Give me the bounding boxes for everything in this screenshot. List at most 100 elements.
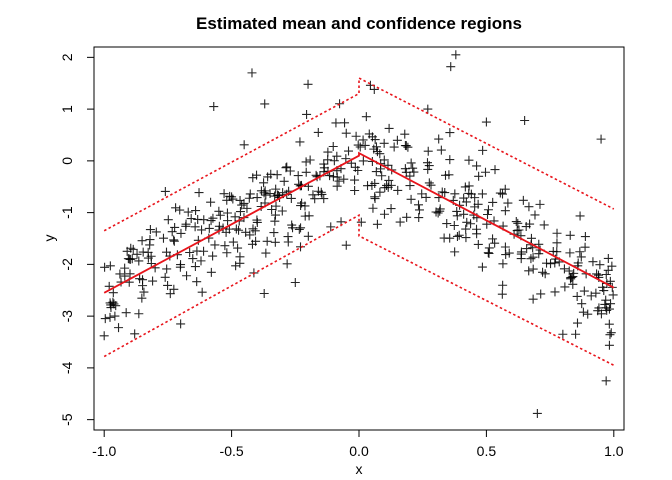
data-point bbox=[538, 267, 548, 277]
chart-title: Estimated mean and confidence regions bbox=[196, 14, 522, 33]
data-point bbox=[579, 286, 589, 296]
data-point bbox=[286, 193, 296, 203]
data-point bbox=[296, 223, 306, 233]
data-point bbox=[603, 265, 613, 275]
data-point bbox=[175, 262, 185, 272]
x-tick-label: 1.0 bbox=[604, 443, 624, 459]
data-point bbox=[606, 328, 616, 338]
data-point bbox=[501, 250, 511, 260]
data-point bbox=[454, 230, 464, 240]
data-point bbox=[124, 254, 134, 264]
data-point bbox=[358, 135, 368, 145]
data-point bbox=[197, 287, 207, 297]
data-point bbox=[269, 228, 279, 238]
x-tick-label: 0.5 bbox=[477, 443, 497, 459]
data-point bbox=[452, 231, 462, 241]
data-point bbox=[583, 309, 593, 319]
data-point bbox=[384, 123, 394, 133]
data-point bbox=[114, 323, 124, 333]
data-point bbox=[339, 174, 349, 184]
data-point bbox=[472, 161, 482, 171]
data-point bbox=[170, 222, 180, 232]
data-point bbox=[282, 259, 292, 269]
y-tick-label: 1 bbox=[59, 105, 75, 113]
data-point bbox=[220, 241, 230, 251]
data-point bbox=[171, 203, 181, 213]
data-point bbox=[139, 287, 149, 297]
data-point bbox=[148, 276, 158, 286]
data-point bbox=[450, 247, 460, 257]
data-point bbox=[270, 216, 280, 226]
data-point bbox=[459, 193, 469, 203]
data-point bbox=[325, 171, 335, 181]
data-point bbox=[235, 195, 245, 205]
data-point bbox=[319, 163, 329, 173]
data-point bbox=[214, 206, 224, 216]
data-point bbox=[426, 180, 436, 190]
data-point bbox=[332, 181, 342, 191]
data-point bbox=[270, 237, 280, 247]
data-point bbox=[513, 218, 523, 228]
data-point bbox=[192, 246, 202, 256]
data-point bbox=[295, 137, 305, 147]
data-point bbox=[400, 129, 410, 139]
data-point bbox=[192, 277, 202, 287]
data-point bbox=[578, 307, 588, 317]
data-point bbox=[370, 192, 380, 202]
x-tick-label: -0.5 bbox=[220, 443, 244, 459]
data-point bbox=[371, 142, 381, 152]
data-point bbox=[215, 210, 225, 220]
data-point bbox=[586, 291, 596, 301]
data-point bbox=[263, 172, 273, 182]
data-point bbox=[296, 201, 306, 211]
data-point bbox=[290, 277, 300, 287]
data-point bbox=[160, 186, 170, 196]
data-point bbox=[208, 251, 218, 261]
data-point bbox=[601, 303, 611, 313]
data-point bbox=[488, 234, 498, 244]
data-point bbox=[461, 233, 471, 243]
data-point bbox=[206, 197, 216, 207]
data-point bbox=[461, 224, 471, 234]
data-point bbox=[450, 189, 460, 199]
data-point bbox=[445, 155, 455, 165]
data-point bbox=[375, 149, 385, 159]
data-point bbox=[329, 156, 339, 166]
data-point bbox=[190, 262, 200, 272]
data-point bbox=[498, 259, 508, 269]
data-point bbox=[564, 266, 574, 276]
data-point bbox=[424, 178, 434, 188]
data-point bbox=[313, 127, 323, 137]
data-point bbox=[575, 247, 585, 257]
data-point bbox=[462, 217, 472, 227]
data-point bbox=[409, 167, 419, 177]
data-point bbox=[277, 206, 287, 216]
data-point bbox=[244, 193, 254, 203]
data-point bbox=[452, 206, 462, 216]
data-point bbox=[576, 252, 586, 262]
data-point bbox=[334, 176, 344, 186]
data-point bbox=[310, 194, 320, 204]
data-point bbox=[364, 129, 374, 139]
data-point bbox=[219, 189, 229, 199]
data-point bbox=[287, 220, 297, 230]
data-point bbox=[567, 272, 577, 282]
data-point bbox=[524, 202, 534, 212]
data-point bbox=[313, 186, 323, 196]
data-point bbox=[605, 276, 615, 286]
data-point bbox=[353, 140, 363, 150]
data-point bbox=[267, 204, 277, 214]
data-point bbox=[524, 266, 534, 276]
data-point bbox=[498, 189, 508, 199]
data-point bbox=[137, 236, 147, 246]
data-point bbox=[552, 228, 562, 238]
data-point bbox=[437, 187, 447, 197]
data-point bbox=[145, 240, 155, 250]
data-point bbox=[121, 308, 131, 318]
data-point bbox=[332, 172, 342, 182]
data-point bbox=[480, 167, 490, 177]
data-point bbox=[108, 288, 118, 298]
data-point bbox=[606, 299, 616, 309]
data-point bbox=[120, 271, 130, 281]
data-point bbox=[188, 254, 198, 264]
